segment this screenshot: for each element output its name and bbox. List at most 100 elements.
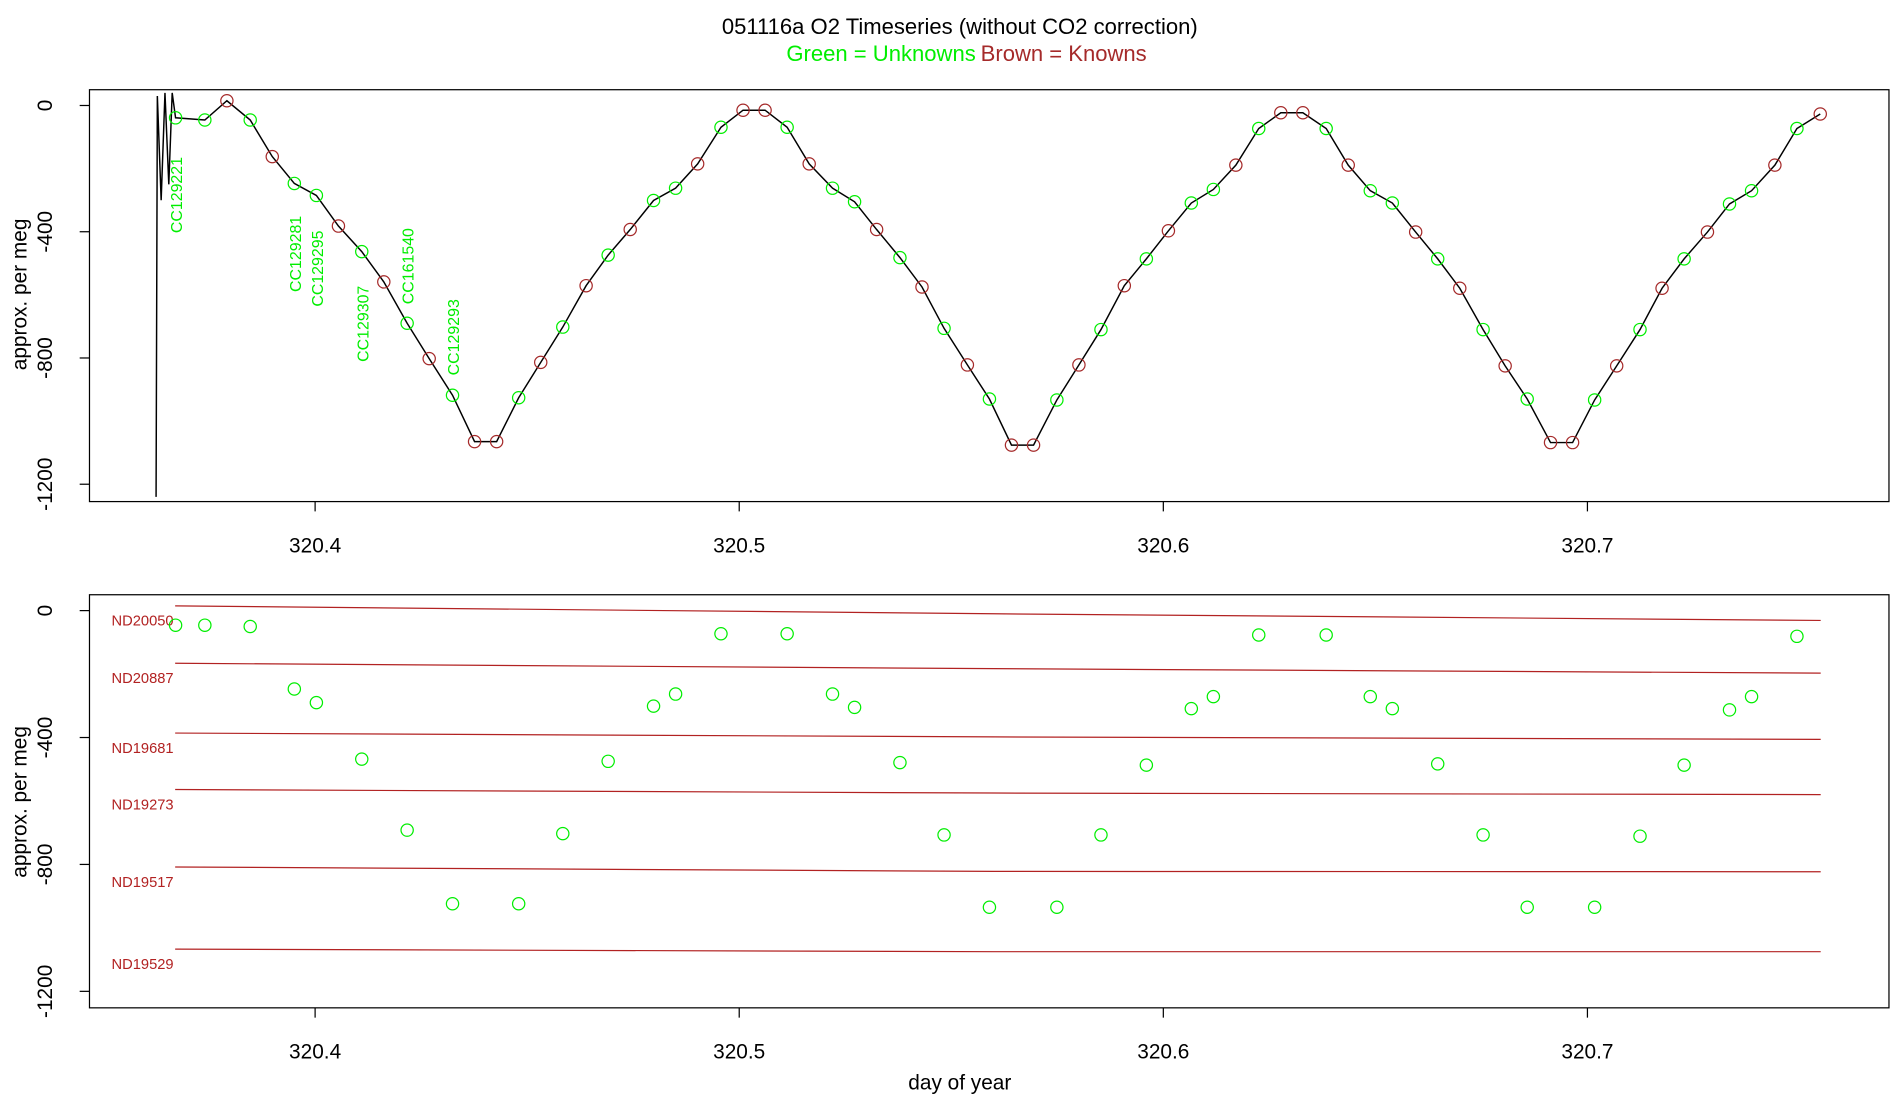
unknown-point [1476, 828, 1490, 842]
unknown-point [825, 181, 840, 195]
known-point [579, 278, 593, 293]
reference-label: ND20887 [112, 671, 174, 687]
unknown-point [1094, 828, 1108, 842]
known-point [1768, 158, 1782, 172]
unknown-point [287, 682, 302, 696]
annotation: CC161540 [401, 228, 418, 304]
known-point [533, 355, 548, 370]
unknown-point [355, 752, 369, 766]
y-axis-label: approx. per meg [8, 726, 31, 878]
unknown-point [1252, 121, 1266, 136]
y-tick-label: 0 [34, 605, 57, 617]
unknown-point [1790, 121, 1804, 136]
known-point [1408, 225, 1423, 239]
unknown-point [1094, 322, 1108, 337]
x-tick-label: 320.5 [713, 534, 765, 557]
known-point [1026, 438, 1041, 452]
unknown-point [445, 897, 460, 911]
unknown-point [243, 113, 257, 127]
reference-line [175, 732, 1821, 741]
unknown-point [556, 826, 570, 841]
y-tick-label: -1200 [34, 458, 57, 511]
annotation: CC129293 [446, 299, 463, 375]
known-point [1543, 435, 1558, 450]
reference-label: ND19273 [112, 797, 174, 813]
known-point [869, 222, 884, 237]
x-tick-label: 320.4 [289, 1041, 341, 1064]
unknown-point [556, 320, 570, 334]
unknown-point [1363, 183, 1378, 198]
unknown-point [1050, 900, 1064, 915]
unknown-point [1744, 689, 1759, 704]
unknown-point [1385, 196, 1400, 210]
reference-label: ND20050 [112, 614, 174, 630]
unknown-point [780, 627, 794, 641]
x-tick-label: 320.6 [1137, 534, 1189, 557]
unknown-point [937, 828, 951, 842]
x-tick-label: 320.6 [1137, 1041, 1189, 1064]
unknown-point [355, 244, 369, 259]
unknown-point [511, 391, 526, 405]
unknown-point [198, 618, 212, 632]
known-point [1296, 106, 1310, 120]
unknown-point [668, 687, 683, 701]
known-point [1161, 224, 1176, 238]
unknown-point [1722, 197, 1737, 211]
known-point [1117, 278, 1132, 293]
known-point [1565, 435, 1580, 450]
annotation: CC129307 [355, 286, 372, 362]
unknown-point [1430, 252, 1445, 266]
unknown-point [1476, 322, 1490, 337]
x-tick-label: 320.5 [713, 1041, 765, 1064]
unknown-point [309, 695, 324, 710]
unknown-point [1722, 703, 1737, 717]
unknown-point [1319, 628, 1333, 642]
y-tick-label: 0 [34, 100, 57, 112]
known-point [467, 434, 482, 449]
unknown-point [825, 687, 840, 701]
known-point [1813, 107, 1828, 121]
unknown-point [668, 181, 683, 195]
y-tick-label: -800 [34, 337, 57, 379]
unknown-point [168, 618, 183, 632]
known-point [1341, 158, 1355, 172]
annotation: CC129295 [310, 230, 327, 306]
x-tick-label: 320.7 [1561, 1041, 1613, 1064]
unknown-point [982, 900, 997, 915]
annotation: CC129221 [169, 157, 186, 233]
y-tick-label: -400 [34, 211, 57, 253]
unknown-point [1050, 393, 1064, 407]
reference-line [175, 948, 1821, 953]
known-point [1700, 225, 1715, 239]
known-point [265, 149, 280, 164]
reference-line [175, 662, 1821, 674]
y-tick-label: -800 [34, 844, 57, 886]
known-point [960, 358, 975, 372]
x-tick-label: 320.4 [289, 534, 341, 557]
unknown-point [780, 120, 794, 135]
reference-line [175, 866, 1821, 873]
known-point [736, 103, 750, 117]
unknown-point [646, 699, 661, 713]
known-point [623, 222, 637, 237]
unknown-point [1206, 182, 1221, 197]
unknown-point [1587, 393, 1602, 407]
unknown-point [198, 113, 212, 127]
reference-label: ND19529 [112, 957, 174, 973]
subtitle-unknowns: Green = Unknowns [786, 41, 975, 66]
unknown-point [1252, 628, 1266, 642]
unknown-point [714, 627, 728, 641]
unknown-point [1677, 252, 1691, 266]
unknown-point [847, 195, 862, 209]
unknown-point [714, 120, 728, 135]
unknown-point [168, 111, 183, 125]
unknown-point [1790, 629, 1804, 644]
known-point [489, 434, 504, 449]
unknown-point [243, 619, 257, 634]
unknown-point [445, 388, 460, 402]
unknown-point [1520, 900, 1534, 915]
x-tick-label: 320.7 [1561, 534, 1613, 557]
unknown-point [1520, 392, 1534, 406]
known-point [1072, 358, 1086, 372]
